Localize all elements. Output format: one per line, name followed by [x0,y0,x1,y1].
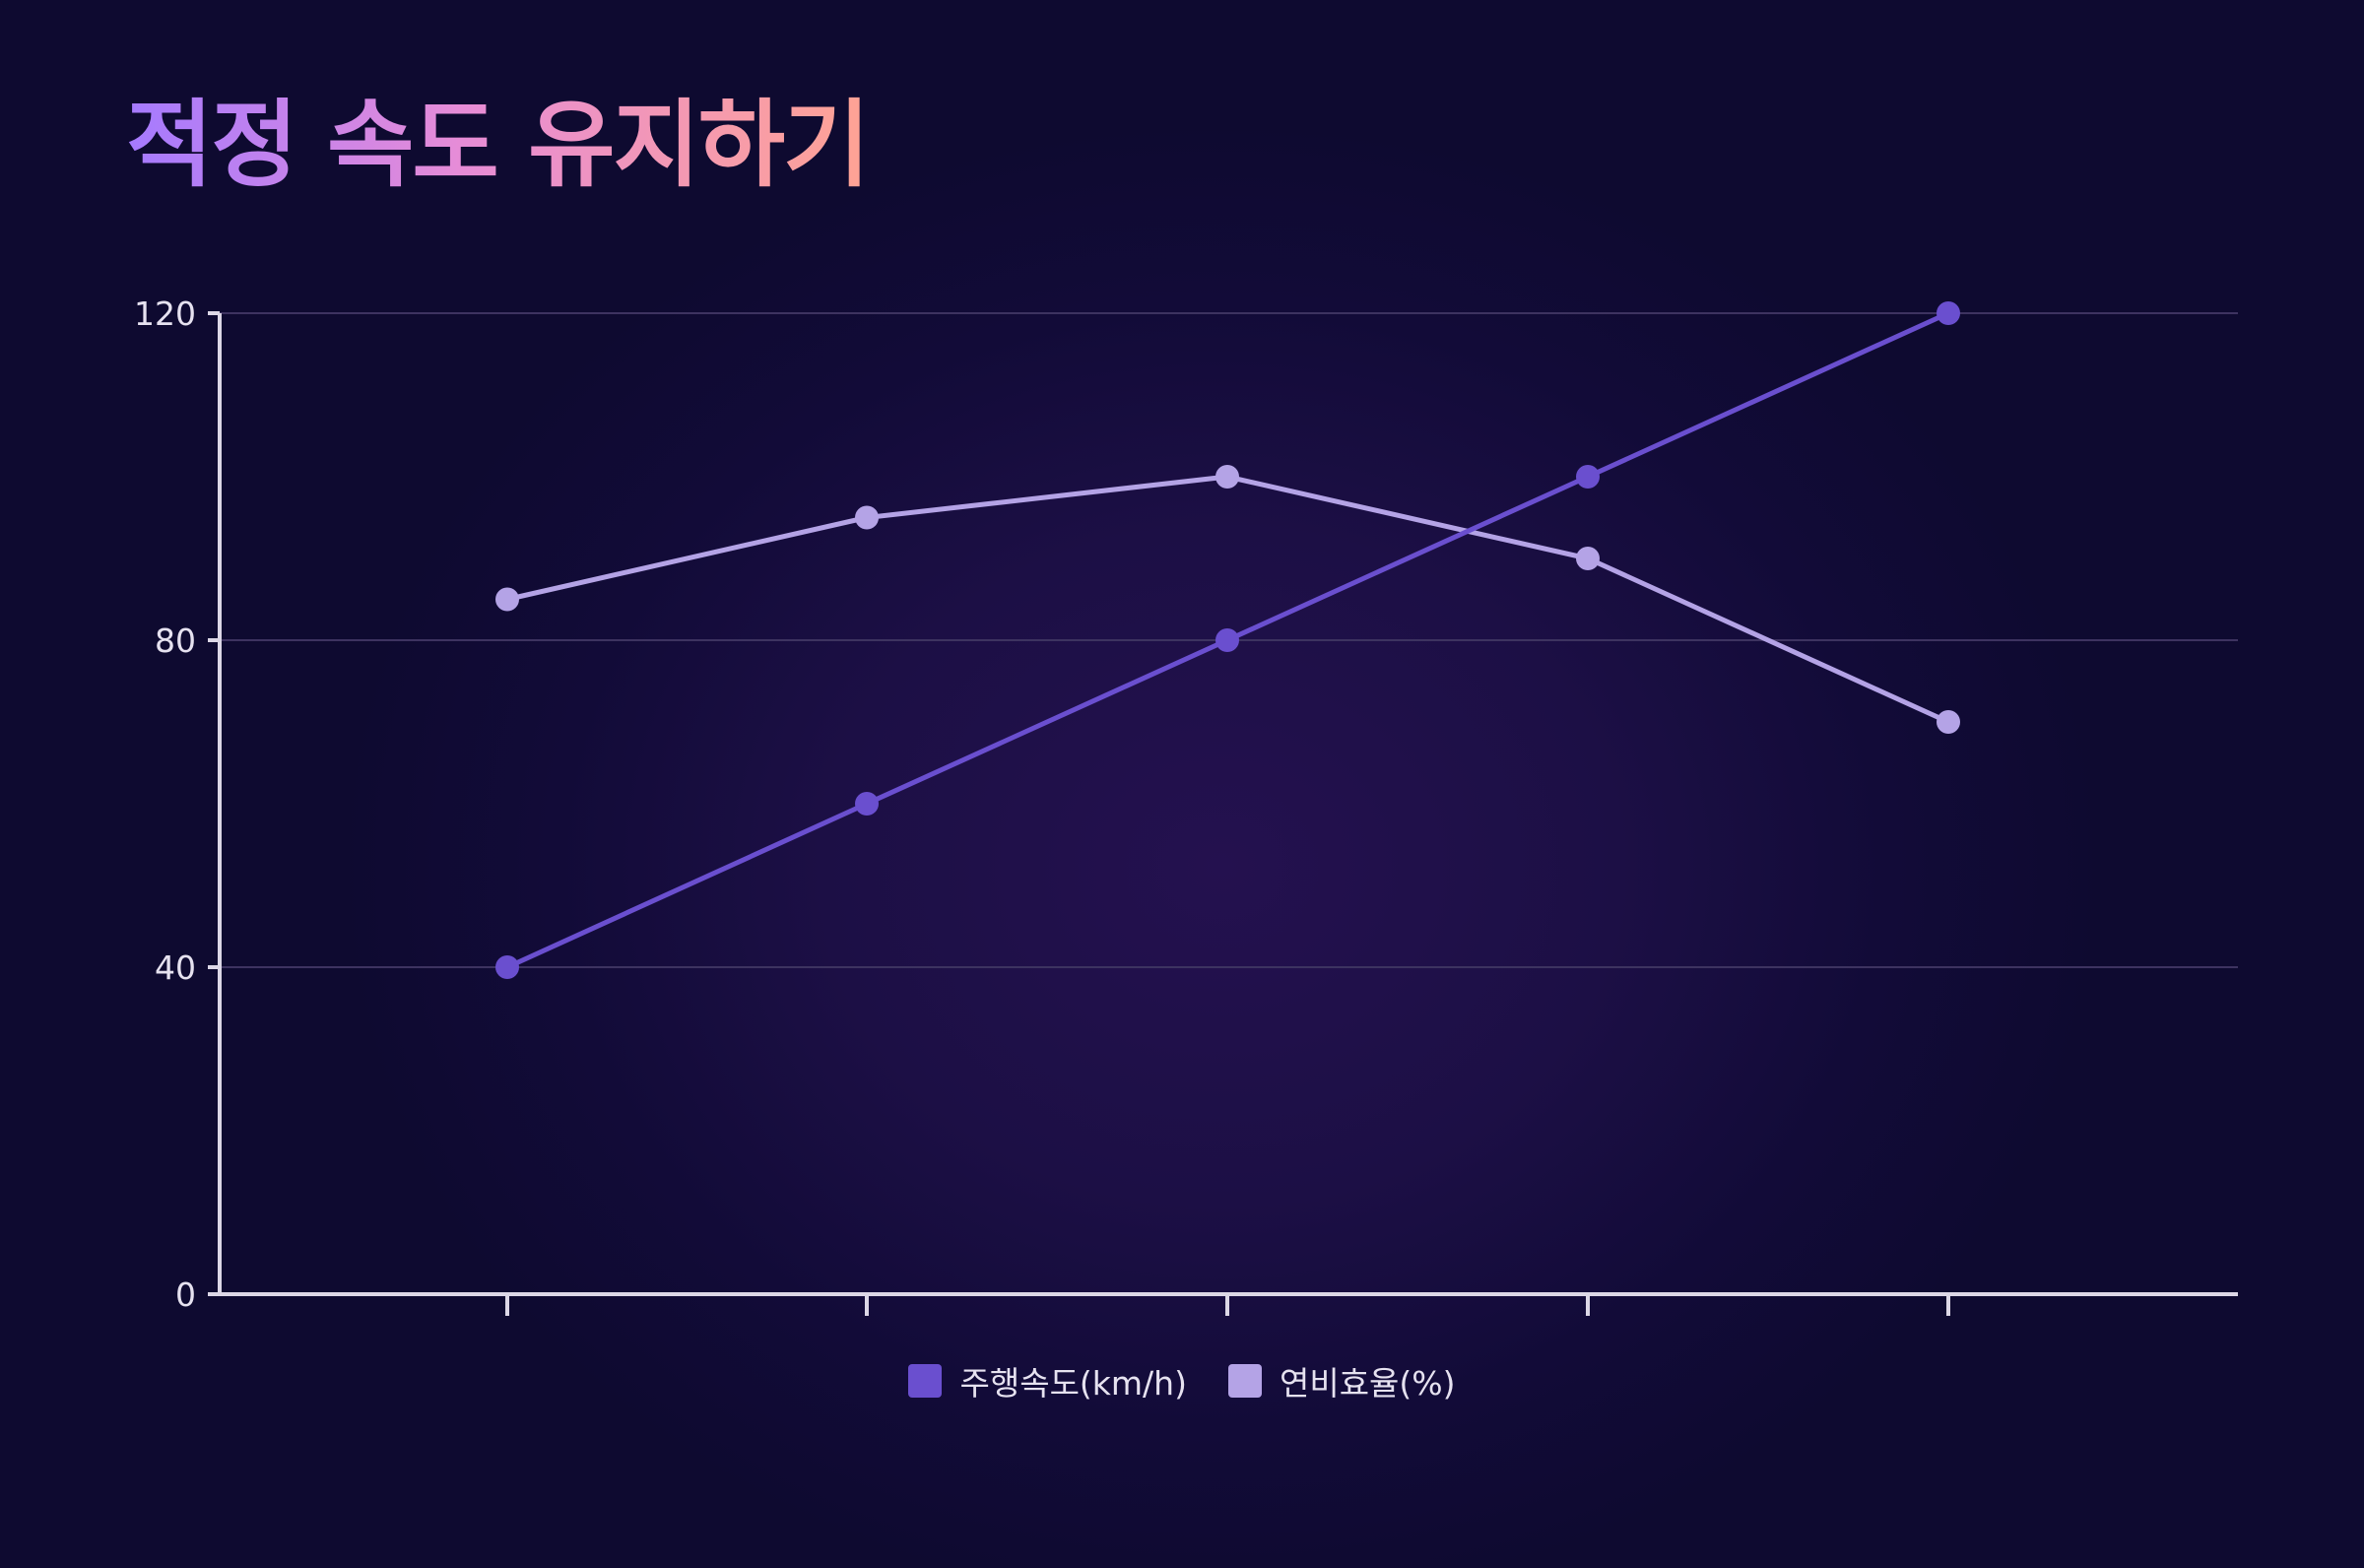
data-point-speed-5 [1937,301,1960,325]
data-point-efficiency-5 [1937,710,1960,734]
data-point-efficiency-2 [855,505,879,530]
data-point-speed-4 [1576,465,1600,489]
legend-label-speed: 주행속도(km/h) [959,1364,1187,1403]
legend-swatch-speed [908,1364,943,1398]
series-efficiency [495,465,1960,734]
series-lines [495,301,1960,979]
data-point-efficiency-3 [1215,465,1239,489]
series-line-efficiency [504,474,1951,725]
legend-label-efficiency: 연비효율(%) [1279,1364,1456,1403]
legend: 주행속도(km/h) 연비효율(%) [0,1357,2364,1405]
data-point-efficiency-4 [1576,547,1600,570]
tick-labels: 0 40 80 120 [134,294,196,1314]
y-tick-label-120: 120 [134,294,196,333]
data-point-efficiency-1 [495,587,519,612]
data-point-speed-3 [1215,628,1239,652]
data-point-speed-1 [495,955,519,979]
y-tick-label-0: 0 [175,1275,196,1314]
data-point-speed-2 [855,792,879,816]
axes [208,311,2238,1316]
legend-item-speed[interactable]: 주행속도(km/h) [908,1357,1187,1405]
legend-item-efficiency[interactable]: 연비효율(%) [1227,1357,1456,1405]
y-tick-label-80: 80 [155,621,196,660]
y-tick-label-40: 40 [155,948,196,987]
series-speed [495,301,1960,979]
legend-swatch-efficiency [1227,1364,1262,1398]
page-title: 적정 속도 유지하기 [126,81,870,209]
